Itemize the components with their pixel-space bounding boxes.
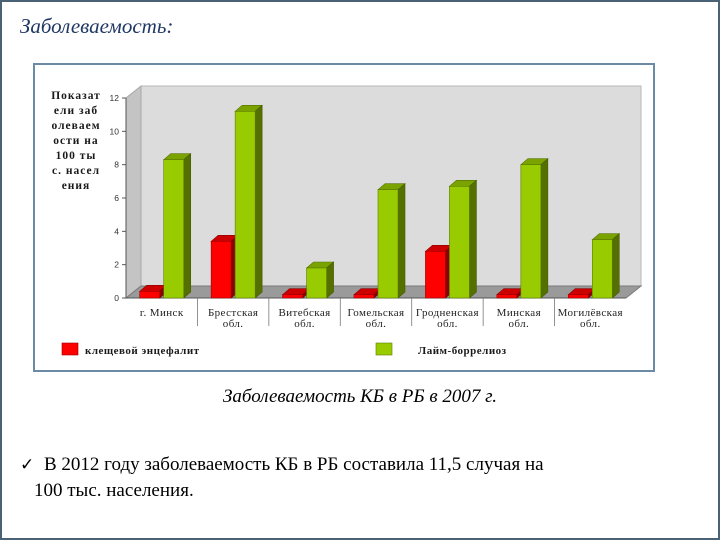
bar-side — [540, 158, 549, 299]
legend-swatch — [61, 342, 79, 356]
bar — [162, 153, 192, 299]
bar-front — [306, 267, 327, 299]
y-tick-label: 8 — [114, 160, 119, 170]
x-tick-label: обл. — [223, 318, 244, 330]
bar-side — [326, 261, 334, 299]
bar-front — [234, 111, 256, 299]
y-tick-label: 6 — [114, 193, 119, 203]
bar — [448, 179, 478, 299]
y-tick-label: 4 — [114, 226, 119, 236]
bar — [210, 234, 239, 299]
chart-caption: Заболеваемость КБ в РБ в 2007 г. — [223, 386, 497, 407]
bar-front — [282, 294, 303, 299]
bar-front — [139, 291, 161, 299]
bar — [281, 288, 311, 299]
chart-side-wall — [125, 84, 142, 300]
legend-swatch — [375, 342, 393, 356]
x-tick-label: Минская — [497, 307, 541, 319]
x-tick-label: обл. — [509, 318, 530, 330]
bar — [520, 158, 549, 299]
bar-front — [496, 294, 518, 299]
y-tick-label: 0 — [114, 293, 119, 303]
y-tick-label: 2 — [114, 260, 119, 270]
bar-side — [611, 233, 620, 299]
checkmark-icon: ✓ — [20, 455, 35, 475]
bar-front — [353, 294, 375, 299]
bar-front — [377, 189, 399, 299]
x-tick-label: Гродненская — [416, 307, 479, 319]
bar — [424, 244, 454, 299]
bullet-text-line2: 100 тыс. населения. — [34, 480, 194, 501]
legend-label: Лайм-боррелиоз — [418, 345, 507, 357]
bar-front — [210, 241, 232, 299]
x-tick-label: обл. — [294, 318, 315, 330]
legend-label: клещевой энцефалит — [85, 345, 200, 357]
y-tick-label: 10 — [110, 126, 120, 136]
x-tick-label: Брестская — [208, 307, 258, 319]
bar — [377, 183, 406, 299]
bullet-item: ✓ В 2012 году заболеваемость КБ в РБ сост… — [20, 452, 700, 503]
bar — [305, 261, 335, 299]
bar — [234, 104, 263, 299]
y-tick-label: 12 — [110, 93, 120, 103]
bar-side — [254, 104, 263, 299]
x-tick-label: Витебская — [279, 307, 331, 319]
x-tick-label: обл. — [580, 318, 601, 330]
slide-title: Заболеваемость: — [20, 14, 174, 38]
bar-front — [567, 294, 589, 299]
y-axis-label: Показатели заболеваемости на 100 тыс. на… — [51, 90, 101, 192]
bullet-text-line1: В 2012 году заболеваемость КБ в РБ соста… — [44, 454, 544, 475]
x-tick-label: Могилёвская — [558, 307, 623, 319]
x-tick-label: обл. — [437, 318, 458, 330]
bar-front — [591, 239, 613, 299]
bar — [591, 233, 621, 299]
bar-front — [425, 251, 446, 299]
bar-front — [449, 186, 470, 299]
bar-side — [469, 179, 477, 299]
bar-side — [397, 183, 406, 299]
bar-side — [183, 153, 192, 299]
chart-container: Показатели заболеваемости на 100 тыс. на… — [33, 63, 655, 372]
bar-front — [520, 164, 542, 299]
x-tick-label: Гомельская — [347, 307, 404, 319]
x-tick-label: обл. — [366, 318, 387, 330]
x-tick-label: г. Минск — [140, 307, 184, 319]
bar-front — [163, 159, 185, 299]
